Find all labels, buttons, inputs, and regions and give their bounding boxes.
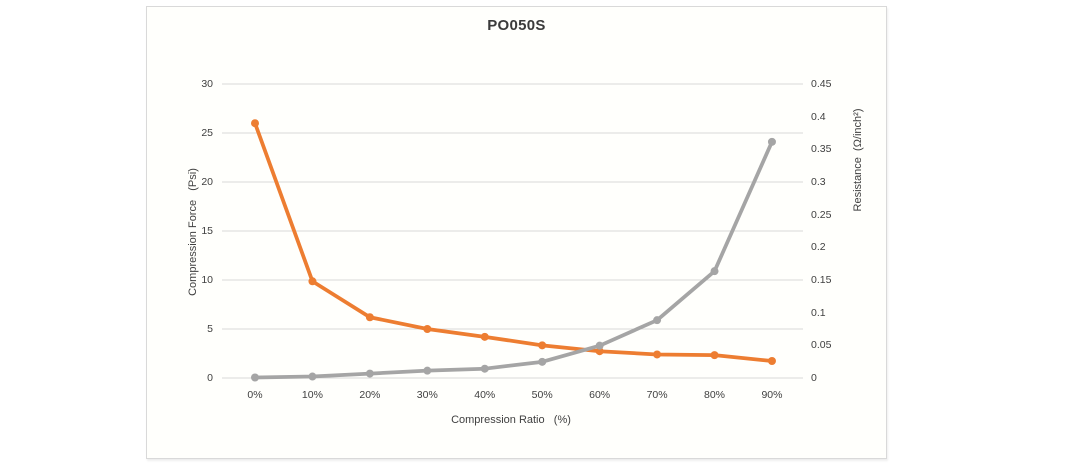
x-axis-title: Compression Ratio (%) (451, 414, 571, 426)
right-axis-tick-label: 0.4 (811, 110, 826, 123)
right-axis-tick-label: 0.3 (811, 176, 826, 188)
right-axis-tick-label: 0.35 (811, 143, 832, 156)
chart-frame (146, 6, 887, 459)
compression-force-series-marker (308, 372, 317, 381)
x-axis-tick-label: 0% (247, 389, 263, 401)
resistance-series-marker (653, 350, 662, 359)
resistance-series-marker (308, 277, 317, 286)
left-axis-tick-label: 15 (201, 225, 213, 237)
compression-force-series-marker (767, 137, 776, 146)
right-axis-tick-label: 0 (811, 372, 817, 384)
right-axis-tick-label: 0.45 (811, 78, 832, 90)
left-axis-tick-label: 0 (207, 372, 213, 384)
resistance-series-marker (423, 325, 432, 333)
left-axis-tick-label: 10 (201, 274, 213, 286)
resistance-series-marker (251, 119, 259, 128)
x-axis-tick-label: 50% (531, 389, 553, 401)
compression-force-series-marker (480, 364, 489, 373)
x-axis-tick-label: 10% (301, 389, 323, 401)
right-axis-tick-label: 0.2 (811, 241, 826, 254)
resistance-series-marker (480, 332, 489, 341)
right-axis-tick-label: 0.25 (811, 208, 832, 221)
x-axis-tick-label: 20% (359, 389, 381, 401)
resistance-series-line (253, 121, 774, 363)
x-axis-tick-label: 80% (704, 389, 726, 401)
resistance-series-marker (365, 313, 374, 322)
left-axis-tick-label: 30 (201, 78, 213, 90)
resistance-series-marker (538, 341, 547, 350)
compression-force-series-marker (595, 341, 604, 350)
chart-title: PO050S (487, 17, 546, 34)
right-axis-tick-label: 0.1 (811, 306, 826, 319)
compression-force-series-line (253, 139, 774, 380)
compression-force-series-marker (653, 316, 662, 325)
left-axis-tick-label: 20 (201, 176, 213, 188)
compression-force-series-marker (251, 373, 259, 382)
left-axis-tick-label: 5 (207, 323, 213, 335)
resistance-series-marker (710, 351, 719, 360)
x-axis-tick-label: 30% (416, 389, 438, 401)
compression-force-series-marker (710, 267, 719, 276)
x-axis-tick-label: 90% (761, 389, 783, 401)
resistance-series-marker (595, 347, 604, 356)
compression-force-series-marker (538, 357, 547, 366)
right-axis-tick-label: 0.15 (811, 274, 832, 286)
resistance-series-marker (767, 357, 776, 366)
left-axis-tick-label: 25 (201, 127, 213, 139)
compression-force-series-marker (423, 366, 432, 375)
x-axis-tick-label: 40% (474, 389, 496, 401)
x-axis-tick-label: 60% (589, 389, 611, 401)
x-axis-tick-label: 70% (646, 389, 668, 401)
right-axis-tick-label: 0.05 (811, 339, 832, 352)
compression-force-series-marker (365, 369, 374, 378)
